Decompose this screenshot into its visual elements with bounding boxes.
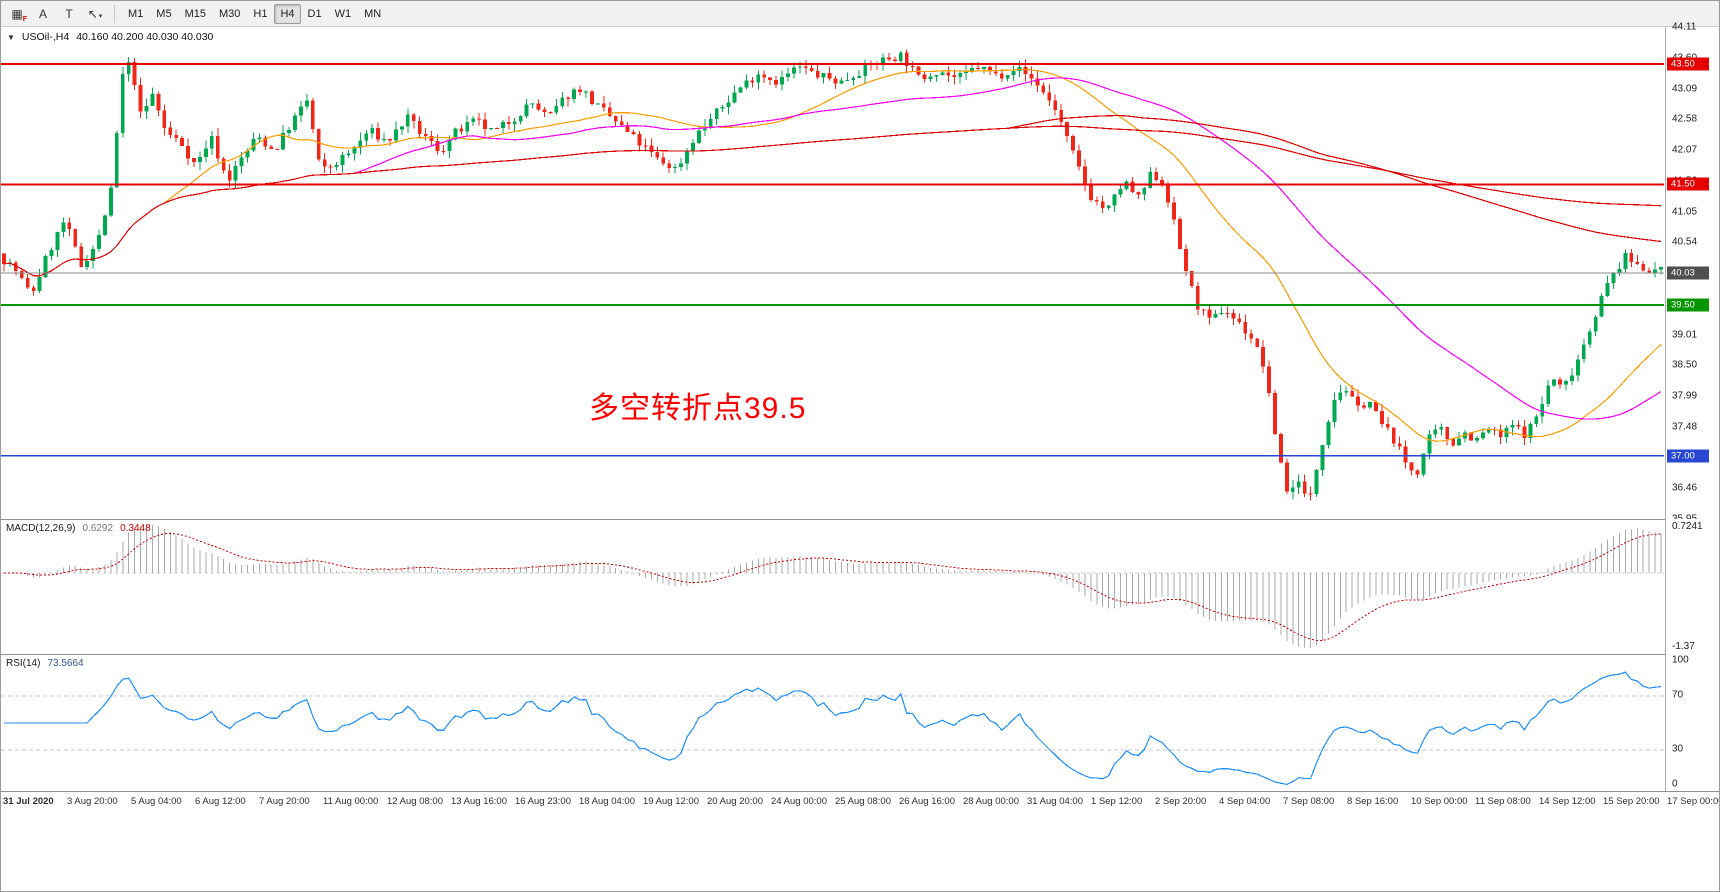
chart-mode-icon[interactable]: ▦ F [5,4,29,24]
macd-pane[interactable]: MACD(12,26,9) 0.6292 0.3448 [1,519,1665,654]
time-tick-label: 4 Sep 04:00 [1219,796,1271,807]
price-level-tag[interactable]: 40.03 [1667,266,1709,280]
timeframe-h1-button[interactable]: H1 [247,4,273,24]
chart-annotation-text: 多空转折点39.5 [589,392,807,425]
time-tick-label: 5 Aug 04:00 [131,796,182,807]
price-tick-label: 42.07 [1672,144,1698,156]
time-tick-label: 11 Sep 08:00 [1475,796,1531,807]
time-tick-label: 2 Sep 20:00 [1155,796,1207,807]
time-tick-label: 16 Aug 23:00 [515,796,571,807]
time-tick-label: 6 Aug 12:00 [195,796,246,807]
time-tick-label: 10 Sep 00:00 [1411,796,1468,807]
time-tick-label: 14 Sep 12:00 [1539,796,1596,807]
price-tick-label: 37.99 [1672,390,1698,402]
time-tick-label: 1 Sep 12:00 [1091,796,1143,807]
time-tick-label: 20 Aug 20:00 [707,796,763,807]
candlestick-chart-svg[interactable] [1,27,1664,519]
toolbar-separator [114,4,115,23]
price-tick-label: 43.09 [1672,83,1698,94]
time-tick-label: 31 Jul 2020 [3,796,54,807]
timeframe-group: M1 M5 M15 M30 H1 H4 D1 W1 MN [122,3,387,24]
rsi-tick-label: 70 [1672,689,1684,701]
price-tick-label: 40.54 [1672,236,1698,248]
rsi-name: RSI(14) [6,658,41,669]
collapse-triangle-icon[interactable]: ▼ [7,32,15,42]
icon-badge: F [22,15,27,23]
rsi-chart-svg[interactable] [1,655,1664,791]
macd-axis: 0.7241 -1.37 [1665,519,1719,654]
dropdown-caret-icon: ▾ [98,12,103,20]
time-tick-label: 24 Aug 00:00 [771,796,827,807]
cursor-tool-button[interactable]: ↖▾ [83,4,107,24]
price-tick-label: 36.46 [1672,482,1698,494]
rsi-tick-label: 100 [1672,654,1689,666]
time-tick-label: 19 Aug 12:00 [643,796,699,807]
time-tick-label: 13 Aug 16:00 [451,796,507,807]
time-tick-label: 26 Aug 16:00 [899,796,955,807]
time-tick-label: 17 Sep 00:00 [1667,796,1720,807]
timeframe-m5-button[interactable]: M5 [150,4,177,24]
price-tick-label: 41.05 [1672,206,1698,217]
time-tick-label: 12 Aug 08:00 [387,796,443,807]
timeframe-mn-button[interactable]: MN [358,4,387,24]
macd-name: MACD(12,26,9) [6,523,76,534]
time-tick-label: 25 Aug 08:00 [835,796,891,807]
price-axis: 44.1143.6043.0942.5842.0741.5641.0540.54… [1665,22,1719,525]
chart-title: ▼ USOil-,H4 40.160 40.200 40.030 40.030 [7,31,213,43]
macd-main-value: 0.6292 [82,523,114,534]
rsi-tick-label: 30 [1672,743,1684,755]
time-tick-label: 7 Sep 08:00 [1283,796,1335,807]
price-tick-label: 37.48 [1672,421,1698,433]
symbol-timeframe-label: USOil-,H4 [21,31,70,43]
price-tick-label: 44.11 [1672,21,1697,33]
time-tick-label: 7 Aug 20:00 [259,796,310,807]
timeframe-m15-button[interactable]: M15 [179,4,212,24]
price-level-tag[interactable]: 43.50 [1667,57,1709,71]
time-tick-label: 31 Aug 04:00 [1027,796,1083,807]
macd-chart-svg[interactable] [1,520,1664,654]
price-chart-pane[interactable]: ▼ USOil-,H4 40.160 40.200 40.030 40.030 … [1,27,1665,519]
time-tick-label: 3 Aug 20:00 [67,796,118,807]
toolbar: ▦ F A T ↖▾ M1 M5 M15 M30 H1 H4 D1 W1 MN [1,1,1719,27]
macd-label: MACD(12,26,9) 0.6292 0.3448 [6,523,151,534]
rsi-axis: 100 70 30 0 [1665,654,1719,791]
ohlc-values: 40.160 40.200 40.030 40.030 [76,31,214,43]
annotate-letter-a-button[interactable]: A [31,4,55,24]
price-tick-label: 42.58 [1672,113,1698,125]
macd-axis-min: -1.37 [1672,641,1695,652]
time-tick-label: 8 Sep 16:00 [1347,796,1399,807]
price-level-tag[interactable]: 41.50 [1667,177,1709,191]
time-tick-label: 18 Aug 04:00 [579,796,635,807]
timeframe-h4-button[interactable]: H4 [274,3,301,24]
toolbar-left-icons: ▦ F A T ↖▾ [5,4,107,24]
timeframe-w1-button[interactable]: W1 [329,4,358,24]
timeframe-m30-button[interactable]: M30 [213,4,246,24]
text-tool-button[interactable]: T [57,4,81,24]
time-axis[interactable]: 31 Jul 2020 3 Aug 20:00 5 Aug 04:00 6 Aug 1… [1,791,1720,813]
price-level-tag[interactable]: 39.50 [1667,298,1709,312]
rsi-pane[interactable]: RSI(14) 73.5664 [1,654,1665,791]
time-tick-label: 11 Aug 00:00 [323,796,379,807]
timeframe-d1-button[interactable]: D1 [302,4,328,24]
rsi-tick-label: 0 [1672,778,1678,790]
rsi-label: RSI(14) 73.5664 [6,658,84,669]
price-tick-label: 39.01 [1672,329,1698,340]
macd-signal-value: 0.3448 [120,523,151,534]
macd-axis-max: 0.7241 [1672,521,1703,532]
time-tick-label: 15 Sep 20:00 [1603,796,1660,807]
price-tick-label: 38.50 [1672,359,1698,371]
timeframe-m1-button[interactable]: M1 [122,4,149,24]
rsi-value: 73.5664 [47,658,84,669]
time-tick-label: 28 Aug 00:00 [963,796,1019,807]
price-level-tag[interactable]: 37.00 [1667,449,1709,463]
